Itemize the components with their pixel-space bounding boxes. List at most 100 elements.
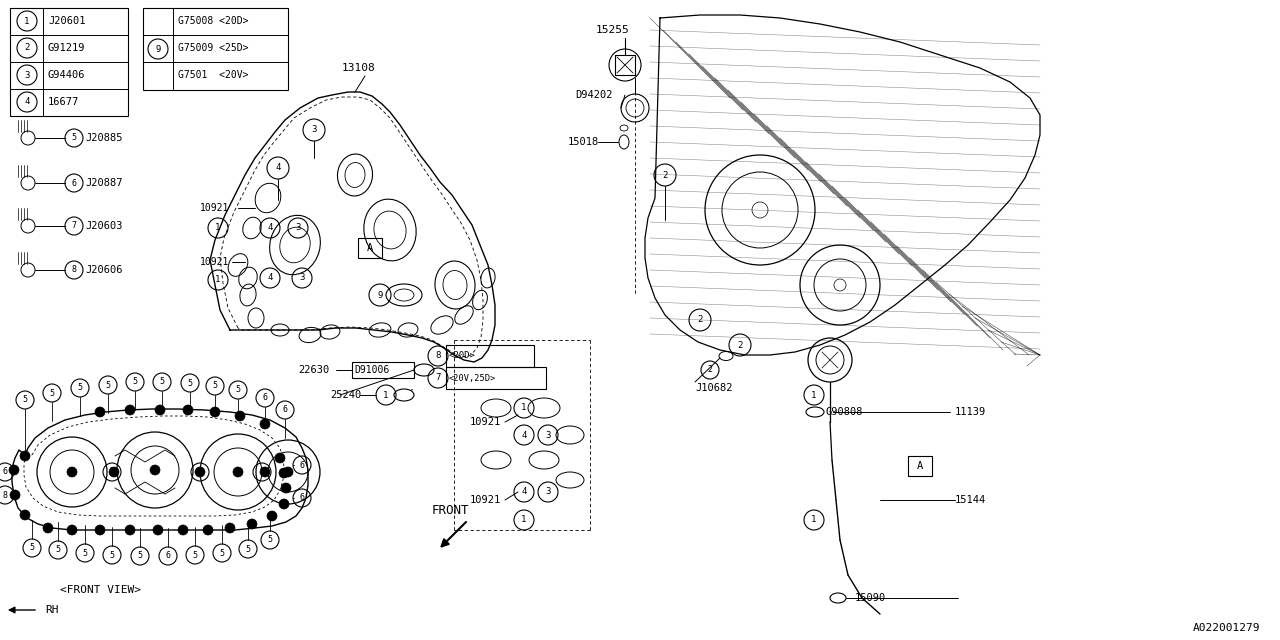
Circle shape: [260, 419, 270, 429]
Text: 1: 1: [812, 390, 817, 399]
Text: 3: 3: [300, 273, 305, 282]
Text: 1: 1: [521, 403, 526, 413]
Text: 7: 7: [72, 221, 77, 230]
Text: FRONT: FRONT: [431, 504, 468, 516]
Text: A: A: [367, 243, 374, 253]
Circle shape: [260, 467, 270, 477]
Text: 5: 5: [268, 536, 273, 545]
Text: G75008 <20D>: G75008 <20D>: [178, 16, 248, 26]
Text: D91006: D91006: [355, 365, 389, 375]
Text: 1: 1: [383, 390, 389, 399]
Text: 5: 5: [50, 388, 55, 397]
Text: J20606: J20606: [84, 265, 123, 275]
Text: 1: 1: [215, 223, 220, 232]
Text: 4: 4: [24, 97, 29, 106]
Bar: [445, 345, 534, 367]
Text: D94202: D94202: [575, 90, 613, 100]
Text: G94406: G94406: [49, 70, 86, 80]
Text: 8: 8: [435, 351, 440, 360]
Text: 6: 6: [262, 394, 268, 403]
Circle shape: [247, 519, 257, 529]
Circle shape: [125, 405, 134, 415]
Text: 11139: 11139: [955, 407, 987, 417]
Text: 10921: 10921: [200, 257, 229, 267]
Text: A022001279: A022001279: [1193, 623, 1260, 633]
Text: G75009 <25D>: G75009 <25D>: [178, 43, 248, 53]
Circle shape: [150, 465, 160, 475]
Text: 5: 5: [212, 381, 218, 390]
Text: 6: 6: [300, 493, 305, 502]
Text: 15255: 15255: [596, 25, 630, 35]
Text: 10921: 10921: [200, 203, 229, 213]
Text: 2: 2: [24, 44, 29, 52]
Circle shape: [95, 407, 105, 417]
Text: 4: 4: [521, 431, 526, 440]
Text: 25240: 25240: [330, 390, 361, 400]
Text: 2: 2: [737, 340, 742, 349]
Circle shape: [283, 467, 293, 477]
Circle shape: [275, 453, 285, 463]
Text: A: A: [916, 461, 923, 471]
Circle shape: [225, 523, 236, 533]
Circle shape: [44, 523, 52, 533]
Text: 5: 5: [160, 378, 165, 387]
Circle shape: [233, 467, 243, 477]
Text: 9: 9: [155, 45, 161, 54]
Bar: [445, 367, 547, 389]
Text: 1: 1: [24, 17, 29, 26]
Text: 1: 1: [521, 515, 526, 525]
Circle shape: [109, 467, 119, 477]
Text: 3: 3: [545, 488, 550, 497]
Text: 6: 6: [3, 467, 8, 477]
Text: 15144: 15144: [955, 495, 987, 505]
Text: 1: 1: [812, 515, 817, 525]
Circle shape: [282, 483, 291, 493]
Text: 10921: 10921: [470, 495, 502, 505]
Text: J10682: J10682: [695, 383, 732, 393]
Text: 5: 5: [23, 396, 27, 404]
Text: 8: 8: [72, 266, 77, 275]
Text: 22630: 22630: [298, 365, 329, 375]
Circle shape: [178, 525, 188, 535]
Text: 1: 1: [215, 275, 220, 285]
Bar: [908, 456, 932, 476]
Text: 7: 7: [110, 467, 114, 477]
Bar: [352, 362, 413, 378]
Text: 15018: 15018: [568, 137, 599, 147]
Text: 2: 2: [662, 170, 668, 179]
Circle shape: [20, 510, 29, 520]
Text: 5: 5: [78, 383, 82, 392]
Text: <20V,25D>: <20V,25D>: [449, 374, 497, 383]
Text: 3: 3: [545, 431, 550, 440]
Text: 5: 5: [105, 381, 110, 390]
Bar: [10, 8, 128, 116]
Circle shape: [279, 499, 289, 509]
Text: 2: 2: [708, 365, 713, 374]
Text: 6: 6: [300, 461, 305, 470]
Text: 3: 3: [311, 125, 316, 134]
Text: 5: 5: [246, 545, 251, 554]
Text: <FRONT VIEW>: <FRONT VIEW>: [59, 585, 141, 595]
Text: 5: 5: [82, 548, 87, 557]
Text: 4: 4: [268, 223, 273, 232]
Text: 7: 7: [197, 467, 202, 477]
Text: RH: RH: [45, 605, 59, 615]
Circle shape: [204, 525, 212, 535]
Text: J20601: J20601: [49, 16, 86, 26]
Text: 5: 5: [187, 378, 192, 387]
Text: 8: 8: [3, 490, 8, 499]
Circle shape: [125, 525, 134, 535]
Text: 2: 2: [698, 316, 703, 324]
Text: 5: 5: [72, 134, 77, 143]
Text: J20885: J20885: [84, 133, 123, 143]
Text: 4: 4: [268, 273, 273, 282]
Text: 6: 6: [283, 406, 288, 415]
Circle shape: [195, 467, 205, 477]
Text: 5: 5: [137, 552, 142, 561]
Text: 15090: 15090: [855, 593, 886, 603]
Circle shape: [9, 465, 19, 475]
Text: 6: 6: [72, 179, 77, 188]
Text: 4: 4: [275, 163, 280, 173]
Circle shape: [183, 405, 193, 415]
Text: 13108: 13108: [342, 63, 376, 73]
